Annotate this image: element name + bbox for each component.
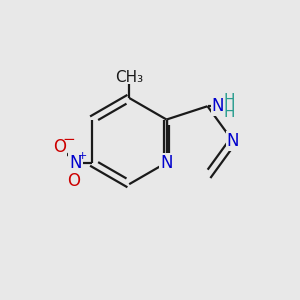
Text: O: O bbox=[67, 172, 80, 190]
Text: H: H bbox=[224, 105, 235, 120]
Text: O: O bbox=[54, 138, 67, 156]
Text: N: N bbox=[69, 154, 82, 172]
Text: N: N bbox=[160, 154, 173, 172]
Text: +: + bbox=[77, 151, 87, 161]
Text: N: N bbox=[226, 132, 239, 150]
Text: CH₃: CH₃ bbox=[115, 70, 143, 85]
Text: −: − bbox=[62, 132, 75, 147]
Text: N: N bbox=[212, 97, 224, 115]
Text: H: H bbox=[224, 93, 235, 108]
